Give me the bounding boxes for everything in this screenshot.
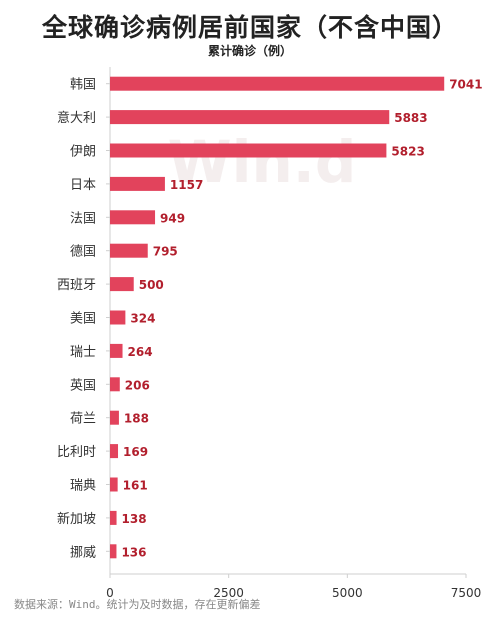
bar [110, 210, 156, 225]
value-label: 264 [128, 345, 153, 359]
x-tick-label: 5000 [332, 586, 363, 600]
value-label: 188 [124, 412, 149, 426]
category-label: 挪威 [70, 545, 96, 560]
value-label: 5823 [391, 145, 424, 159]
category-label: 新加坡 [57, 511, 96, 527]
value-label: 169 [123, 445, 148, 459]
category-label: 美国 [70, 312, 96, 327]
chart-title: 全球确诊病例居前国家（不含中国） [41, 13, 458, 42]
value-label: 138 [122, 512, 147, 526]
bar [110, 444, 119, 459]
bar [110, 76, 445, 91]
category-label: 韩国 [70, 78, 96, 93]
category-label: 瑞士 [70, 345, 96, 360]
category-label: 西班牙 [57, 278, 96, 293]
bar [110, 343, 123, 358]
watermark: Win.d [168, 128, 357, 196]
bar [110, 410, 119, 425]
bar [110, 243, 148, 258]
bar [110, 377, 120, 392]
bar [110, 544, 117, 559]
value-label: 949 [160, 211, 185, 225]
category-label: 比利时 [57, 445, 96, 460]
value-label: 161 [123, 479, 148, 493]
bar [110, 277, 134, 292]
bar [110, 310, 126, 325]
bar [110, 477, 118, 492]
bar [110, 110, 390, 125]
x-tick-label: 7500 [451, 586, 482, 600]
category-label: 意大利 [57, 110, 96, 126]
category-label: 瑞典 [70, 479, 96, 494]
category-label: 英国 [70, 378, 96, 393]
category-label: 日本 [70, 178, 96, 193]
category-label: 荷兰 [70, 412, 96, 427]
bar [110, 176, 165, 191]
x-tick-label: 0 [106, 586, 114, 600]
category-label: 德国 [70, 245, 96, 260]
x-tick-label: 2500 [213, 586, 244, 600]
value-label: 795 [153, 245, 178, 259]
category-label: 伊朗 [70, 145, 96, 160]
value-label: 206 [125, 378, 150, 392]
bar [110, 143, 387, 158]
category-label: 法国 [70, 211, 96, 226]
value-label: 324 [130, 312, 155, 326]
chart-subtitle: 累计确诊（例） [207, 44, 292, 58]
value-label: 7041 [449, 78, 482, 92]
value-label: 136 [121, 545, 146, 559]
value-label: 5883 [394, 111, 427, 125]
bar [110, 510, 117, 525]
value-label: 500 [139, 278, 164, 292]
value-label: 1157 [170, 178, 203, 192]
data-source-note: 数据来源：Wind。统计为及时数据，存在更新偏差 [14, 598, 261, 611]
